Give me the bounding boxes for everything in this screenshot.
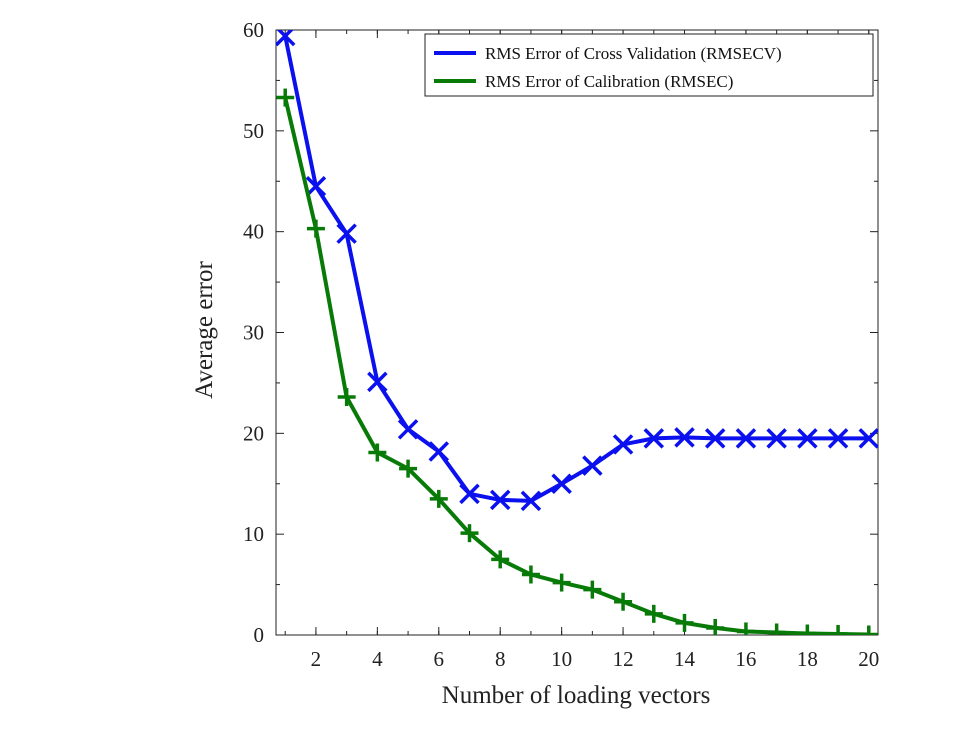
data-point: [798, 624, 817, 635]
data-point: [829, 624, 848, 635]
y-tick-label: 60: [243, 18, 264, 42]
data-point: [428, 441, 450, 462]
data-point: [489, 489, 511, 511]
legend-box: [424, 33, 874, 97]
x-marker-stroke: [674, 427, 695, 448]
data-point: [520, 490, 542, 512]
series-rmsecv: [276, 30, 878, 512]
data-point: [735, 428, 757, 449]
x-marker-stroke: [827, 428, 849, 449]
data-point: [675, 613, 694, 632]
series-line: [283, 35, 869, 503]
x-marker-stroke: [305, 176, 327, 197]
x-tick-label: 16: [735, 647, 756, 671]
y-tick-label: 20: [243, 421, 264, 445]
x-tick-label: 10: [551, 647, 572, 671]
data-point: [276, 88, 295, 107]
x-marker-stroke: [735, 428, 757, 449]
x-marker-stroke: [459, 483, 480, 505]
y-tick-label: 50: [243, 119, 264, 143]
x-marker-stroke: [520, 490, 542, 512]
x-tick-label: 4: [372, 647, 383, 671]
x-marker-stroke: [428, 441, 450, 462]
data-point: [521, 565, 540, 584]
legend-entry-rmsec: RMS Error of Calibration (RMSEC): [485, 72, 733, 91]
x-marker-stroke: [766, 428, 787, 449]
data-point: [612, 434, 634, 455]
y-tick-label: 40: [243, 220, 264, 244]
data-point: [306, 219, 325, 238]
data-point: [827, 428, 849, 449]
data-point: [459, 483, 480, 505]
x-tick-label: 12: [613, 647, 634, 671]
data-point: [858, 428, 878, 449]
data-point: [460, 524, 479, 543]
x-marker-stroke: [582, 455, 603, 476]
x-marker-stroke: [704, 428, 726, 449]
x-tick-labels: 2 4 6 8 10 12 14 16 18 20: [311, 647, 880, 671]
data-point: [706, 618, 725, 635]
data-point: [337, 388, 356, 407]
data-point: [614, 592, 633, 611]
x-marker-stroke: [858, 428, 878, 449]
x-marker-stroke: [551, 473, 572, 494]
x-marker-stroke: [276, 30, 294, 47]
data-point: [644, 604, 663, 623]
x-tick-label: 2: [311, 647, 322, 671]
x-tick-label: 18: [797, 647, 818, 671]
x-marker-stroke: [336, 223, 357, 244]
data-point: [305, 176, 327, 197]
data-point: [583, 580, 602, 599]
data-point: [368, 443, 387, 462]
data-point: [643, 428, 665, 449]
series-layer: [276, 30, 878, 635]
y-tick-label: 0: [254, 623, 265, 647]
x-tick-label: 8: [495, 647, 506, 671]
data-point: [582, 455, 603, 476]
data-point: [797, 428, 818, 449]
data-point: [399, 459, 418, 478]
legend: RMS Error of Cross Validation (RMSECV) R…: [424, 33, 874, 97]
data-point: [552, 573, 571, 592]
data-point: [766, 428, 787, 449]
data-point: [491, 550, 510, 569]
x-marker-stroke: [643, 428, 665, 449]
x-tick-label: 14: [674, 647, 696, 671]
y-axis-label: Average error: [191, 261, 218, 399]
data-point: [429, 489, 448, 508]
data-point: [551, 473, 572, 494]
legend-entry-rmsecv: RMS Error of Cross Validation (RMSECV): [485, 44, 782, 63]
data-point: [767, 623, 786, 635]
data-point: [674, 427, 695, 448]
x-tick-label: 6: [434, 647, 445, 671]
y-tick-label: 10: [243, 522, 264, 546]
data-point: [367, 371, 388, 393]
data-point: [736, 622, 755, 635]
y-tick-label: 30: [243, 321, 264, 345]
data-point: [859, 625, 878, 635]
x-tick-label: 20: [858, 647, 879, 671]
data-point: [704, 428, 726, 449]
series-rmsec: [276, 88, 878, 635]
x-marker-stroke: [797, 428, 818, 449]
x-marker-stroke: [489, 489, 511, 511]
data-point: [336, 223, 357, 244]
x-axis-label: Number of loading vectors: [442, 682, 711, 709]
x-marker-stroke: [612, 434, 634, 455]
x-marker-stroke: [397, 419, 419, 440]
data-point: [276, 30, 296, 47]
x-marker-stroke: [367, 371, 388, 393]
y-tick-labels: 0 10 20 30 40 50 60: [243, 18, 264, 647]
data-point: [397, 419, 419, 440]
